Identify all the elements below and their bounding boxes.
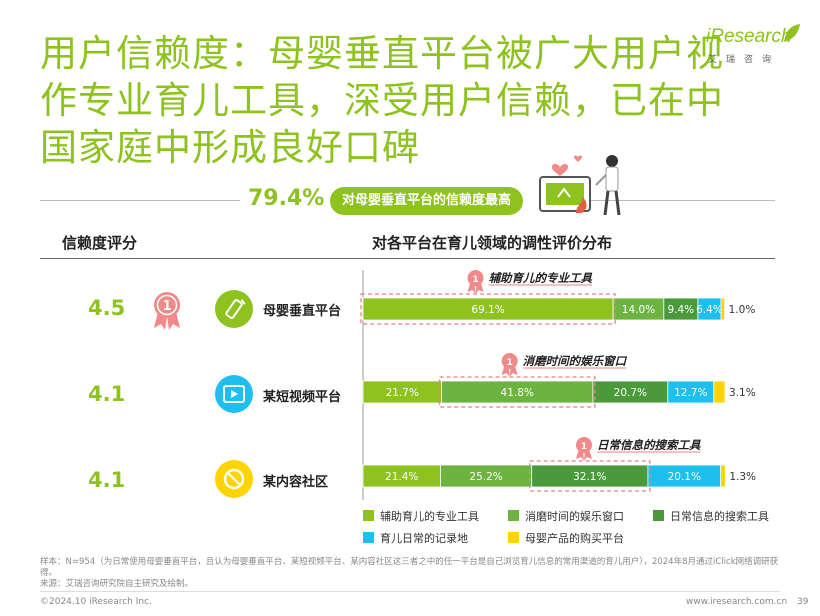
callout-medal-icon: 1: [501, 353, 518, 377]
bar-value-label: 21.7%: [386, 387, 419, 399]
community-icon: [215, 460, 253, 498]
bar-segment: [720, 464, 726, 488]
notes: 样本：N=954（为日常使用母婴垂直平台，且认为母婴垂直平台、某短视频平台、某内…: [40, 557, 780, 590]
logo-wordmark: iResearch: [706, 26, 792, 47]
legend-item: 育儿日常的记录地: [363, 530, 468, 546]
legend-label: 母婴产品的购买平台: [525, 532, 624, 545]
bar-segment: [720, 297, 726, 321]
sample-note: 样本：N=954（为日常使用母婴垂直平台，且认为母婴垂直平台、某短视频平台、某内…: [40, 557, 779, 578]
divider-right: [560, 200, 775, 201]
bar-value-label: 3.1%: [729, 387, 756, 399]
bar-value-label: 69.1%: [471, 304, 504, 316]
bar-value-label: 41.8%: [501, 387, 534, 399]
platform-name-mother-baby: 母婴垂直平台: [263, 304, 342, 319]
medal-rank: 1: [162, 299, 171, 314]
divider-left: [40, 200, 240, 201]
bar-value-label: 32.1%: [573, 471, 606, 483]
bottle-icon: [215, 290, 253, 328]
legend-swatch: [363, 510, 374, 521]
bar-value-label: 25.2%: [469, 471, 502, 483]
legend-item: 消磨时间的娱乐窗口: [508, 508, 624, 524]
bar-value-label: 9.4%: [667, 304, 694, 316]
legend-swatch: [653, 510, 664, 521]
source-note: 来源：艾瑞咨询研究院自主研究及绘制。: [40, 579, 194, 589]
highlight-dashed-box: [360, 293, 616, 325]
footer-rule: [40, 591, 780, 592]
callout-medal-rank: 1: [507, 358, 513, 368]
legend-label: 日常信息的搜索工具: [670, 510, 769, 523]
score-short-video: 4.1: [88, 382, 126, 406]
callout-medal-rank: 1: [581, 442, 587, 452]
bar-value-label: 1.3%: [729, 471, 756, 483]
header-rule: [40, 258, 775, 259]
callout-caption: 日常信息的搜索工具: [597, 438, 701, 452]
legend-label: 辅助育儿的专业工具: [380, 510, 479, 523]
legend-item: 母婴产品的购买平台: [508, 530, 624, 546]
medal-icon: 1: [154, 292, 180, 330]
callout-caption: 消磨时间的娱乐窗口: [523, 354, 628, 368]
bar-value-label: 14.0%: [622, 304, 655, 316]
leaf-icon: [784, 24, 800, 42]
callout-medal-rank: 1: [472, 275, 478, 285]
bar-value-label: 20.7%: [614, 387, 647, 399]
score-community: 4.1: [88, 468, 126, 492]
legend-swatch: [508, 532, 519, 543]
logo-cn-text: 艾瑞咨询: [708, 55, 781, 65]
bar-value-label: 20.1%: [668, 471, 701, 483]
iresearch-logo: iResearch 艾瑞咨询: [706, 24, 802, 72]
bar-value-label: 21.4%: [385, 471, 418, 483]
callout-medal-icon: 1: [467, 270, 484, 294]
header-trust-score: 信赖度评分: [62, 234, 138, 252]
highlight-dashed-box: [438, 376, 596, 408]
highlight-badge: 对母婴垂直平台的信赖度最高: [330, 187, 524, 215]
callout-caption: 辅助育儿的专业工具: [489, 271, 593, 285]
woman-with-laptop-illustration: [539, 155, 621, 216]
header-distribution: 对各平台在育儿领域的调性评价分布: [372, 234, 613, 252]
platform-name-short-video: 某短视频平台: [263, 390, 342, 405]
bar-value-label: 12.7%: [674, 387, 707, 399]
callout-medal-icon: 1: [575, 437, 592, 461]
footer-url: www.iresearch.com.cn: [686, 597, 788, 607]
copyright: ©2024.10 iResearch Inc.: [40, 597, 152, 607]
bar-value-label: 1.0%: [729, 304, 756, 316]
legend-swatch: [363, 532, 374, 543]
highlight-dashed-box: [529, 460, 651, 492]
platform-name-community: 某内容社区: [263, 475, 329, 490]
legend-label: 消磨时间的娱乐窗口: [525, 510, 624, 523]
legend-item: 辅助育儿的专业工具: [363, 508, 479, 524]
legend-swatch: [508, 510, 519, 521]
page-title: 用户信赖度：母婴垂直平台被广大用户视作专业育儿工具，深受用户信赖，已在中国家庭中…: [40, 32, 724, 169]
page-number: 39: [797, 597, 809, 607]
highlight-value: 79.4%: [248, 186, 325, 211]
score-mother-baby: 4.5: [88, 296, 126, 320]
legend-label: 育儿日常的记录地: [380, 532, 468, 545]
bar-segment: [713, 380, 726, 404]
legend-item: 日常信息的搜索工具: [653, 508, 769, 524]
video-play-icon: [215, 375, 253, 413]
bar-value-label: 6.4%: [696, 304, 723, 316]
